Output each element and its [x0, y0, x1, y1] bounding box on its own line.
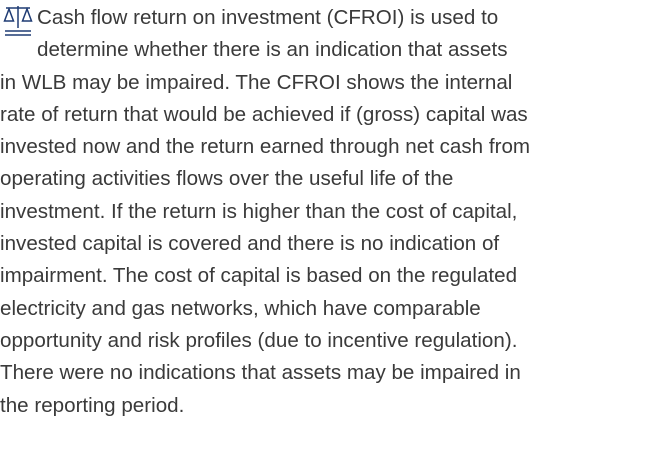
text-line: rate of return that would be achieved if…: [0, 102, 528, 126]
text-line: invested now and the return earned throu…: [0, 135, 531, 159]
text-line: operating activities flows over the usef…: [0, 167, 454, 191]
text-line: opportunity and risk profiles (due to in…: [0, 328, 518, 352]
text-line: There were no indications that assets ma…: [0, 361, 521, 385]
text-line: in WLB may be impaired. The CFROI shows …: [0, 70, 513, 94]
text-line: electricity and gas networks, which have…: [0, 296, 481, 320]
paragraph: Cash flow return on investment (CFROI) i…: [0, 2, 652, 422]
scales-icon: [3, 6, 33, 36]
text-line: Cash flow return on investment (CFROI) i…: [37, 6, 499, 29]
text-line: determine whether there is an indication…: [37, 38, 508, 62]
text-line: the reporting period.: [0, 393, 185, 417]
text-line: investment. If the return is higher than…: [0, 199, 518, 223]
text-line: invested capital is covered and there is…: [0, 232, 500, 256]
text-line: impairment. The cost of capital is based…: [0, 264, 518, 288]
